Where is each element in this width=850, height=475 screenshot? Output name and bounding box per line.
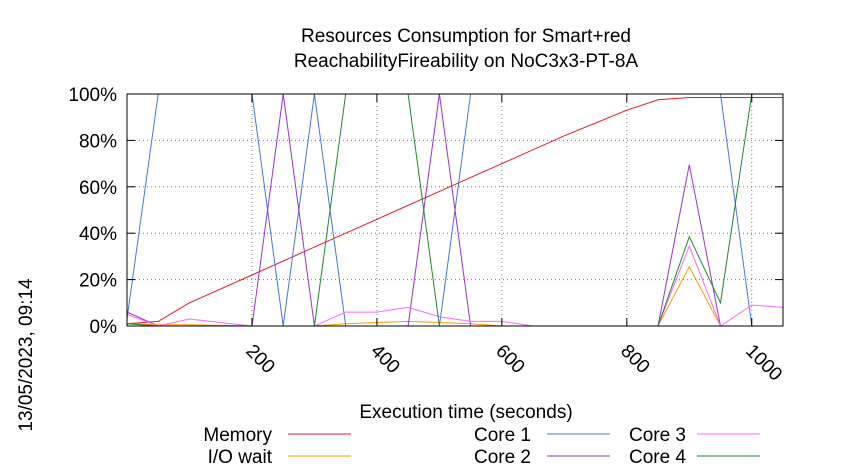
axis-ticks	[127, 93, 783, 327]
y-tick-label: 80%	[79, 131, 117, 152]
y-tick-label: 100%	[68, 85, 117, 106]
y-tick-label: 40%	[79, 224, 117, 245]
y-tick-label: 60%	[79, 178, 117, 199]
x-tick-labels: 200 400 600 800 1000	[241, 341, 786, 386]
plot-frame	[126, 93, 784, 327]
grid-lines	[127, 94, 783, 326]
chart-title-line-1: Resources Consumption for Smart+red	[301, 26, 631, 47]
series-line-core-1	[126, 93, 753, 327]
timestamp-label: 13/05/2023, 09:14	[16, 278, 37, 432]
legend-label-core-4: Core 4	[629, 447, 686, 468]
legend-label-core-1: Core 1	[474, 425, 531, 446]
x-tick-label: 800	[616, 341, 653, 378]
series-line-core-3	[126, 244, 784, 327]
x-axis-label: Execution time (seconds)	[359, 402, 572, 423]
y-tick-label: 20%	[79, 271, 117, 292]
legend-label-memory: Memory	[203, 425, 272, 446]
y-tick-label: 0%	[90, 317, 118, 338]
x-tick-label: 1000	[741, 341, 786, 386]
legend-label-core-2: Core 2	[474, 447, 531, 468]
x-tick-label: 200	[241, 341, 278, 378]
x-tick-label: 400	[366, 341, 403, 378]
series-line-i-o-wait	[126, 265, 752, 327]
y-tick-labels: 0% 20% 40% 60% 80% 100%	[68, 85, 117, 338]
series-line-memory	[126, 97, 783, 325]
plot-series	[126, 93, 784, 327]
legend-label-i-o-wait: I/O wait	[208, 447, 273, 468]
x-tick-label: 600	[491, 341, 528, 378]
chart-title: Resources Consumption for Smart+red Reac…	[294, 26, 639, 72]
legend-label-core-3: Core 3	[629, 425, 686, 446]
chart-title-line-2: ReachabilityFireability on NoC3x3-PT-8A	[294, 51, 639, 72]
series-line-core-2	[126, 93, 752, 327]
